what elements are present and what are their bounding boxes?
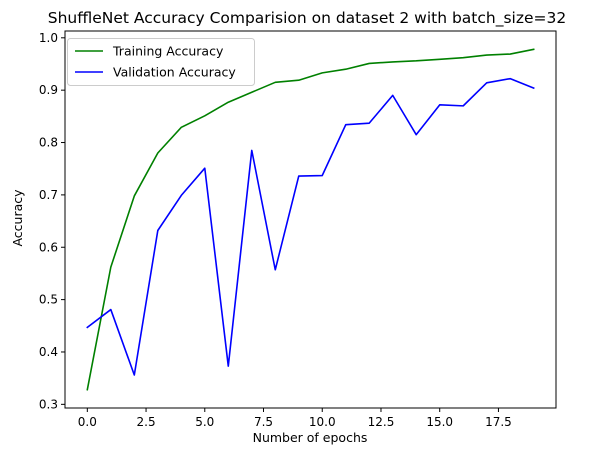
legend-label-training-accuracy: Training Accuracy <box>112 44 224 59</box>
y-axis-label: Accuracy <box>10 189 25 247</box>
x-tick-label: 0.0 <box>78 415 97 429</box>
chart-title: ShuffleNet Accuracy Comparision on datas… <box>48 9 567 28</box>
y-tick-label: 0.4 <box>39 345 58 359</box>
y-tick-label: 0.8 <box>39 136 58 150</box>
y-tick-label: 0.5 <box>39 293 58 307</box>
plot-lines <box>86 48 535 391</box>
x-tick-label: 12.5 <box>368 415 395 429</box>
x-axis-label: Number of epochs <box>253 430 368 445</box>
y-tick-label: 0.6 <box>39 240 58 254</box>
x-tick-label: 17.5 <box>485 415 512 429</box>
x-tick-label: 15.0 <box>426 415 453 429</box>
x-tick-label: 2.5 <box>137 415 156 429</box>
series-line-validation-accuracy <box>86 77 535 376</box>
series-line-training-accuracy <box>86 48 535 391</box>
plot-frame <box>64 30 557 409</box>
y-tick-label: 0.7 <box>39 188 58 202</box>
y-axis-ticks: 0.3 0.4 0.5 0.6 0.7 0.8 0.9 1.0 <box>39 31 65 411</box>
y-tick-label: 0.9 <box>39 83 58 97</box>
legend-label-validation-accuracy: Validation Accuracy <box>113 65 236 80</box>
x-tick-label: 10.0 <box>309 415 336 429</box>
legend-box <box>67 38 255 86</box>
y-tick-label: 1.0 <box>39 31 58 45</box>
x-tick-label: 5.0 <box>195 415 214 429</box>
x-axis-ticks: 0.0 2.5 5.0 7.5 10.0 12.5 15.0 17.5 <box>78 408 512 429</box>
legend: Training Accuracy Validation Accuracy <box>67 38 255 86</box>
x-tick-label: 7.5 <box>254 415 273 429</box>
y-tick-label: 0.3 <box>39 397 58 411</box>
